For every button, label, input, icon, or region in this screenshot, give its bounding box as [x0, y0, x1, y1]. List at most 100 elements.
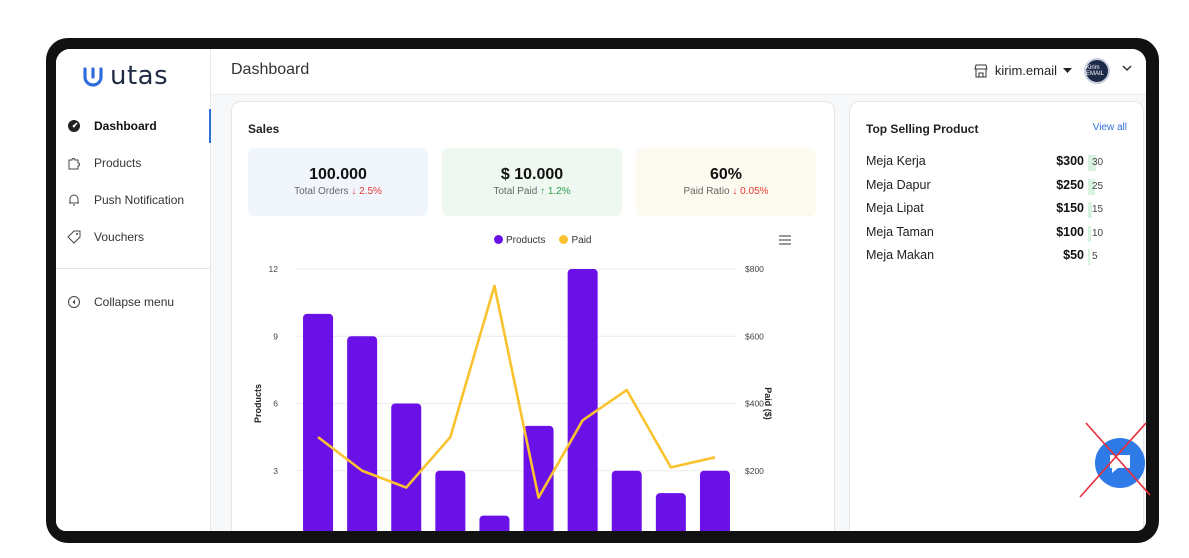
chat-icon — [1110, 455, 1130, 473]
top-product-row[interactable]: Meja Lipat $150 15 — [866, 201, 1128, 221]
stat-label-row: Paid Ratio ↓ 0.05% — [636, 186, 816, 197]
stat-label: Total Orders — [294, 186, 349, 197]
stat-change: 1.2% — [547, 186, 571, 197]
bell-icon — [66, 192, 82, 208]
stat-value: 100.000 — [309, 166, 367, 183]
puzzle-icon — [66, 155, 82, 171]
header: Dashboard kirim.email Kirim EMAIL — [211, 49, 1146, 95]
chart-menu-icon[interactable] — [778, 234, 792, 246]
logo[interactable]: utas — [82, 61, 168, 91]
y-tick-label-right: $200 — [745, 466, 764, 476]
product-price: $50 — [1063, 248, 1084, 262]
sidebar-item-label: Push Notification — [94, 192, 185, 207]
y-axis-label-right: Paid ($) — [763, 387, 773, 420]
sidebar-item-label: Vouchers — [94, 229, 145, 244]
y-tick-label-right: $800 — [745, 264, 764, 274]
product-qty-bar — [1088, 202, 1092, 218]
legend-label: Products — [506, 235, 546, 246]
product-qty-bar — [1088, 178, 1095, 195]
top-selling-title: Top Selling Product — [866, 122, 979, 136]
product-price: $100 — [1056, 224, 1084, 239]
collapse-menu-label: Collapse menu — [94, 294, 175, 309]
stat-label: Paid Ratio — [683, 186, 730, 197]
product-qty-bar — [1088, 155, 1096, 171]
top-product-row[interactable]: Meja Kerja $300 30 — [866, 154, 1128, 174]
main-content: Sales 100.000 Total Orders ↓ 2.5% $ 10.0… — [211, 95, 1146, 531]
collapse-menu-button[interactable]: Collapse menu — [56, 283, 174, 320]
sidebar-item-products[interactable]: Products — [56, 144, 211, 181]
sidebar-divider — [56, 268, 211, 269]
stat-change: 0.05% — [740, 186, 769, 197]
chat-button[interactable] — [1095, 438, 1145, 488]
legend-item-products[interactable]: Products — [494, 235, 545, 246]
stat-paid-ratio: 60% Paid Ratio ↓ 0.05% — [636, 148, 816, 216]
chart-line-paid — [317, 284, 716, 499]
chevron-down-icon[interactable] — [1122, 65, 1132, 72]
sidebar-item-vouchers[interactable]: Vouchers — [56, 218, 211, 255]
chart-bar — [479, 515, 510, 531]
legend-label: Paid — [571, 235, 592, 246]
stat-value: 60% — [709, 166, 743, 183]
top-selling-card: Top Selling Product View all Meja Kerja $… — [849, 101, 1144, 531]
product-price: $150 — [1056, 201, 1084, 215]
stat-value: $ 10.000 — [500, 166, 564, 183]
store-icon — [974, 64, 988, 77]
y-tick-label-left: 12 — [269, 264, 279, 274]
app-screen: utas Dashboard Products Push Notificatio… — [56, 49, 1146, 531]
sidebar-nav: Dashboard Products Push Notification Vou… — [56, 107, 211, 255]
product-name: Meja Kerja — [866, 154, 926, 168]
chart-bar — [699, 470, 730, 531]
product-name: Meja Dapur — [866, 177, 931, 192]
top-product-row[interactable]: Meja Taman $100 10 — [866, 225, 1128, 245]
y-tick-label-right: $400 — [745, 399, 764, 409]
y-axis-label-left: Products — [253, 384, 263, 423]
product-name: Meja Taman — [866, 224, 934, 239]
tag-icon — [66, 229, 82, 245]
trend-down-icon: ↓ — [732, 186, 738, 197]
chart-bar — [303, 313, 334, 531]
sales-card: Sales 100.000 Total Orders ↓ 2.5% $ 10.0… — [231, 101, 835, 531]
chart-bar — [611, 470, 642, 531]
chart-legend: Products Paid — [494, 235, 591, 246]
legend-item-paid[interactable]: Paid — [559, 235, 591, 246]
sidebar-item-dashboard[interactable]: Dashboard — [56, 107, 211, 144]
account-switcher[interactable]: kirim.email — [973, 63, 1072, 78]
caret-down-icon — [1063, 67, 1072, 73]
stat-label-row: Total Orders ↓ 2.5% — [248, 186, 428, 197]
y-tick-label-left: 3 — [273, 466, 278, 476]
sidebar: utas Dashboard Products Push Notificatio… — [56, 49, 211, 531]
product-qty: 15 — [1092, 204, 1104, 215]
top-product-row[interactable]: Meja Dapur $250 25 — [866, 178, 1128, 198]
sidebar-item-push-notification[interactable]: Push Notification — [56, 181, 211, 218]
sidebar-item-label: Dashboard — [94, 118, 157, 133]
product-qty-bar — [1088, 249, 1090, 265]
product-qty: 10 — [1092, 227, 1104, 239]
chart-bar — [391, 403, 422, 531]
chart-bar — [523, 425, 554, 531]
avatar-text: Kirim EMAIL — [1086, 65, 1105, 77]
y-tick-label-right: $600 — [745, 331, 764, 341]
stat-total-orders: 100.000 Total Orders ↓ 2.5% — [248, 148, 428, 216]
product-qty: 5 — [1092, 251, 1098, 262]
trend-up-icon: ↑ — [540, 186, 546, 197]
top-product-row[interactable]: Meja Makan $50 5 — [866, 248, 1128, 268]
stat-total-paid: $ 10.000 Total Paid ↑ 1.2% — [442, 148, 622, 216]
chart-bar — [347, 336, 378, 531]
product-price: $250 — [1056, 177, 1084, 192]
page-title: Dashboard — [231, 61, 310, 78]
y-tick-label-left: 6 — [273, 399, 278, 409]
avatar[interactable]: Kirim EMAIL — [1084, 58, 1110, 84]
view-all-link[interactable]: View all — [1092, 122, 1127, 133]
stat-change: 2.5% — [359, 186, 382, 197]
product-name: Meja Lipat — [866, 201, 924, 215]
product-qty: 30 — [1092, 157, 1104, 168]
product-name: Meja Makan — [866, 248, 935, 262]
product-qty-bar — [1088, 225, 1091, 242]
product-qty: 25 — [1092, 180, 1104, 192]
chart-bar — [435, 470, 466, 531]
logo-text: utas — [110, 61, 169, 91]
dashboard-icon — [66, 118, 82, 134]
y-tick-label-left: 9 — [273, 331, 278, 341]
stat-label-row: Total Paid ↑ 1.2% — [442, 186, 622, 197]
